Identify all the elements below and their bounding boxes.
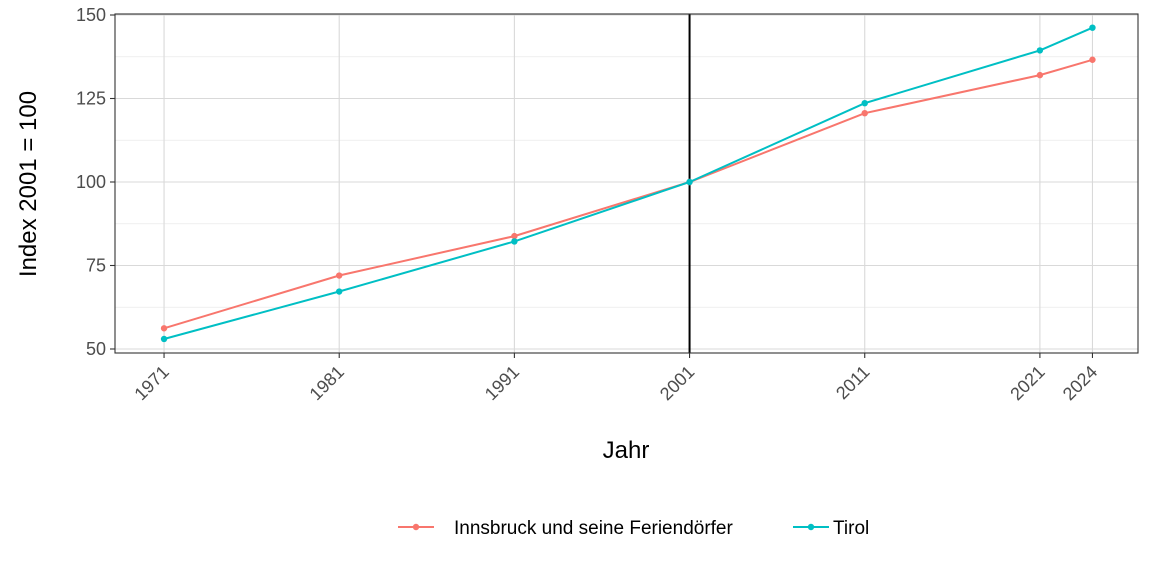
data-point bbox=[160, 325, 168, 332]
data-point bbox=[336, 272, 343, 279]
x-axis-ticks: 1971 1981 1991 2001 2011 2021 2024 bbox=[130, 353, 1101, 404]
legend-label-innsbruck: Innsbruck und seine Feriendörfer bbox=[454, 518, 733, 539]
y-axis-title: Index 2001 = 100 bbox=[15, 91, 42, 277]
plot-border bbox=[114, 13, 1139, 354]
data-point bbox=[511, 232, 518, 240]
series-group bbox=[160, 24, 1096, 343]
y-tick-label: 150 bbox=[76, 5, 106, 25]
data-point bbox=[861, 109, 868, 117]
x-tick-label: 2021 bbox=[1006, 362, 1048, 404]
data-point bbox=[1089, 24, 1096, 31]
y-tick-label: 50 bbox=[86, 339, 106, 359]
data-point bbox=[1089, 56, 1096, 63]
data-point bbox=[511, 238, 518, 245]
x-tick-label: 2024 bbox=[1059, 362, 1101, 404]
legend-label-tirol: Tirol bbox=[833, 518, 869, 539]
data-point bbox=[1036, 71, 1044, 79]
legend-key-point-innsbruck bbox=[412, 523, 420, 531]
legend-item-innsbruck: Innsbruck und seine Feriendörfer bbox=[398, 518, 733, 539]
data-point bbox=[686, 178, 693, 186]
data-point bbox=[336, 288, 343, 295]
data-point bbox=[1036, 47, 1044, 54]
y-tick-label: 100 bbox=[76, 172, 106, 192]
data-point bbox=[861, 99, 868, 107]
plot-panel bbox=[115, 14, 1138, 353]
x-tick-label: 1971 bbox=[130, 362, 172, 404]
legend-item-tirol: Tirol bbox=[793, 518, 869, 539]
data-point bbox=[160, 335, 168, 343]
x-axis-title: Jahr bbox=[603, 437, 650, 464]
x-tick-label: 2011 bbox=[832, 362, 874, 404]
y-axis-ticks: 50 75 100 125 150 bbox=[76, 5, 115, 359]
y-tick-label: 75 bbox=[86, 255, 106, 275]
legend-key-point-tirol bbox=[807, 523, 815, 531]
legend: Innsbruck und seine Feriendörfer Tirol bbox=[398, 518, 869, 539]
x-tick-label: 1981 bbox=[306, 362, 348, 404]
y-tick-label: 125 bbox=[76, 88, 106, 108]
x-tick-label: 1991 bbox=[481, 362, 523, 404]
x-tick-label: 2001 bbox=[656, 362, 698, 404]
